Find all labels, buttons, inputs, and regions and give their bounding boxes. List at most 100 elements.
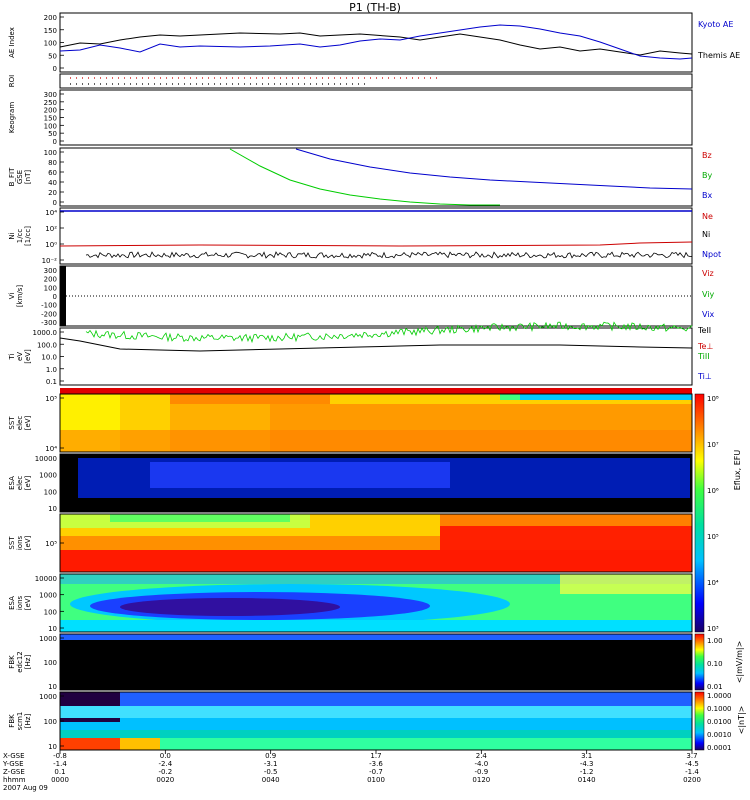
time-axis-row-label: 2007 Aug 09 xyxy=(3,784,48,792)
ae-ylabel-0: AE Index xyxy=(8,27,16,58)
sst_e-ylabel-1: elec xyxy=(16,416,24,431)
time-tick-label: 0040 xyxy=(262,776,280,784)
time-tick-label: -4.5 xyxy=(685,760,699,768)
sst_e-ytick-label: 10⁴ xyxy=(45,445,57,453)
vi-ytick-label: 300 xyxy=(44,267,57,275)
keogram-ytick-label: 150 xyxy=(44,115,57,123)
themis-ae-line xyxy=(59,32,693,56)
sst-ions-panel xyxy=(59,513,693,573)
sst_i-ylabel-2: [eV] xyxy=(24,535,32,550)
sst_i-ylabel-1: ions xyxy=(16,535,24,550)
fbk_b-colorbar-tick: 0.0001 xyxy=(707,744,732,752)
vi-ytick-label: -200 xyxy=(41,310,57,318)
sst_e-ytick-label: 10⁵ xyxy=(45,395,57,403)
eflux-colorbar-tick: 10⁴ xyxy=(707,579,719,587)
sst-elec-panel xyxy=(59,388,693,453)
time-tick-label: -1.2 xyxy=(580,768,594,776)
keogram-ytick-label: 300 xyxy=(44,91,57,99)
plot-title: P1 (TH-B) xyxy=(349,1,401,14)
bfit-legend-bz: Bz xyxy=(702,151,712,160)
vi-ytick-label: 100 xyxy=(44,284,57,292)
eflux-colorbar-tick: 10⁷ xyxy=(707,441,719,449)
ti-legend-teii: TeII xyxy=(697,326,711,335)
esa-elec-panel xyxy=(59,453,693,513)
fbk_e-ytick-label: 10 xyxy=(48,683,57,691)
ti-ylabel-2: [eV] xyxy=(24,349,32,364)
vi-ytick-label: 200 xyxy=(44,276,57,284)
eflux-colorbar-tick: 10⁸ xyxy=(707,395,719,403)
ni-ytick-label: 10⁰ xyxy=(45,241,57,249)
eflux-label: Eflux, EFU xyxy=(733,450,742,491)
vi-ytick-label: -100 xyxy=(41,302,57,310)
ni-legend-ne: Ne xyxy=(702,212,713,221)
ti-legend-tiperp: Ti⊥ xyxy=(697,372,712,381)
ae-ytick-label: 0 xyxy=(53,65,57,73)
time-tick-label: 2.4 xyxy=(476,752,488,760)
bfit-ytick-label: 80 xyxy=(48,159,57,167)
time-tick-label: 0.0 xyxy=(160,752,171,760)
fbk_b-ylabel-2: [Hz] xyxy=(24,714,32,729)
esa_i-ytick-label: 10000 xyxy=(35,575,57,583)
keogram-ytick-label: 100 xyxy=(44,122,57,130)
sst_e-ylabel-2: [eV] xyxy=(24,415,32,430)
fbk-scm-colorbar-label: <|nT|> xyxy=(737,706,746,735)
esa_e-ylabel-1: elec xyxy=(16,476,24,491)
vi-legend-viz: Viz xyxy=(702,269,714,278)
esa_i-ytick-label: 10 xyxy=(48,625,57,633)
keogram-ytick-label: 50 xyxy=(48,130,57,138)
time-tick-label: -0.5 xyxy=(264,768,278,776)
vi-ytick-label: -300 xyxy=(41,319,57,327)
fbk_b-colorbar-tick: 1.0000 xyxy=(707,692,732,700)
time-tick-label: 0100 xyxy=(367,776,385,784)
time-tick-label: 0.1 xyxy=(54,768,65,776)
esa_i-ytick-label: 100 xyxy=(44,608,57,616)
roi-ylabel-0: ROI xyxy=(8,75,16,87)
fbk-scm-panel xyxy=(59,691,693,751)
fbk_e-ylabel-1: edc12 xyxy=(16,651,24,673)
bfit-legend-by: By xyxy=(702,171,712,180)
fbk_e-ylabel-2: [Hz] xyxy=(24,655,32,670)
bx-line xyxy=(295,148,693,190)
ni-ytick-label: 10⁻² xyxy=(42,257,58,265)
time-tick-label: -0.2 xyxy=(158,768,172,776)
ni-ylabel-0: Ni xyxy=(8,232,16,239)
ae-panel: Kyoto AE Themis AE xyxy=(59,12,740,73)
time-tick-label: -1.4 xyxy=(685,768,699,776)
time-tick-label: -4.0 xyxy=(474,760,488,768)
ni-ytick-label: 10² xyxy=(45,225,57,233)
fbk_b-ytick-label: 100 xyxy=(44,718,57,726)
vi-panel: Viz Viy Vix xyxy=(59,265,715,327)
ne-line xyxy=(59,241,693,247)
sst_i-ylabel-0: SST xyxy=(8,536,16,550)
fbk_b-colorbar-tick: 0.0100 xyxy=(707,718,732,726)
fbk_e-ylabel-0: FBK xyxy=(8,655,16,669)
bfit-ylabel-1: GSE xyxy=(16,170,24,184)
fbk_b-colorbar-tick: 0.1000 xyxy=(707,705,732,713)
fbk-edc-colorbar: <|mV/m|> xyxy=(694,633,744,691)
keogram-ytick-label: 0 xyxy=(53,138,57,146)
time-tick-label: -0.8 xyxy=(53,752,67,760)
time-tick-label: -3.1 xyxy=(264,760,278,768)
time-tick-label: 0200 xyxy=(683,776,701,784)
vi-ylabel-0: Vi xyxy=(8,293,16,300)
bfit-ytick-label: 0 xyxy=(53,199,57,207)
eflux-colorbar-tick: 10³ xyxy=(707,625,719,633)
time-tick-label: -0.9 xyxy=(474,768,488,776)
eflux-colorbar-tick: 10⁵ xyxy=(707,533,719,541)
esa_e-ylabel-2: [eV] xyxy=(24,475,32,490)
sst_e-ylabel-0: SST xyxy=(8,416,16,430)
esa_i-ylabel-2: [eV] xyxy=(24,595,32,610)
vi-legend-viy: Viy xyxy=(702,290,715,299)
time-tick-label: -2.4 xyxy=(158,760,172,768)
y-axis-ticks: 2001501005003002502001501005001008060402… xyxy=(33,14,64,751)
ni-ytick-label: 10⁴ xyxy=(45,209,57,217)
roi-panel xyxy=(59,73,693,89)
fbk_b-colorbar-tick: 0.0010 xyxy=(707,731,732,739)
ni-legend-ni: Ni xyxy=(702,230,710,239)
bfit-ytick-label: 20 xyxy=(48,189,57,197)
esa-ions-panel xyxy=(59,573,693,633)
eflux-colorbar: Eflux, EFU xyxy=(694,393,742,633)
fbk_b-ylabel-0: FBK xyxy=(8,714,16,728)
esa_i-ylabel-1: ions xyxy=(16,595,24,610)
